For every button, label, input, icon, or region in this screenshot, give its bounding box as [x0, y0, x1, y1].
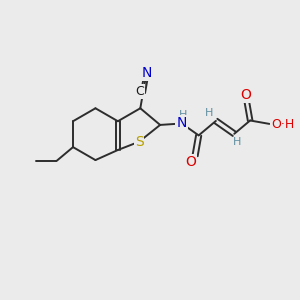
Text: O: O [185, 155, 196, 169]
Text: C: C [135, 85, 144, 98]
Text: S: S [135, 135, 143, 149]
Text: H: H [179, 110, 187, 120]
Text: O·H: O·H [271, 118, 294, 131]
Text: O: O [240, 88, 251, 102]
Text: N: N [142, 66, 152, 80]
Text: H: H [205, 108, 213, 118]
Text: H: H [232, 137, 241, 147]
Text: N: N [176, 116, 187, 130]
